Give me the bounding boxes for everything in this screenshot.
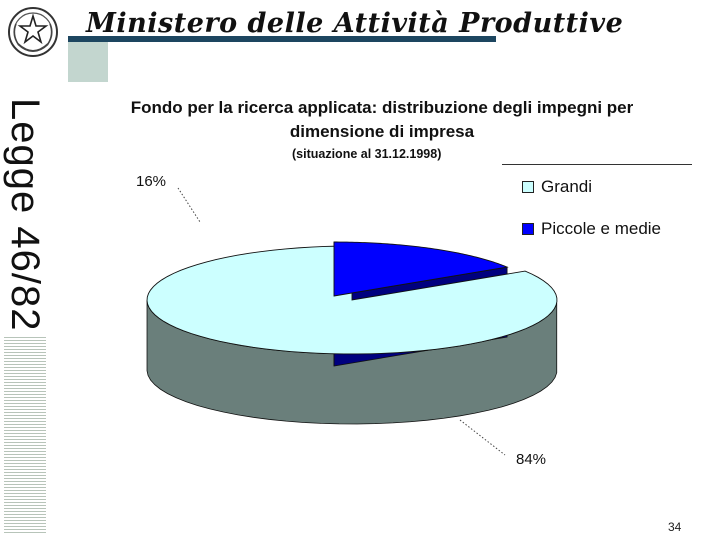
side-title-container: Legge 46/82 bbox=[3, 88, 47, 534]
leader-line-grandi bbox=[459, 419, 506, 456]
legend-item-grandi: Grandi bbox=[522, 177, 592, 197]
chart-title: Fondo per la ricerca applicata: distribu… bbox=[130, 98, 634, 141]
header-bar bbox=[68, 36, 496, 42]
legend-swatch-piccole-e-medie bbox=[522, 223, 534, 235]
legend-label-grandi: Grandi bbox=[541, 177, 593, 196]
slice-piccole-e-medie bbox=[333, 241, 509, 297]
data-label-grandi: 84% bbox=[516, 451, 547, 468]
italian-republic-emblem-icon bbox=[8, 7, 58, 57]
page-number: 34 bbox=[668, 520, 682, 534]
chart-subtitle: (situazione al 31.12.1998) bbox=[292, 147, 442, 161]
data-label-piccole-e-medie: 16% bbox=[136, 173, 167, 190]
legend-swatch-grandi bbox=[522, 181, 534, 193]
header-accent-square bbox=[68, 38, 108, 82]
legend-top-rule bbox=[502, 164, 692, 165]
side-title: Legge 46/82 bbox=[3, 88, 47, 338]
legend-item-piccole-e-medie: Piccole e medie bbox=[522, 219, 661, 239]
header-title: Ministero delle Attività Produttive bbox=[86, 8, 624, 39]
legend-label-piccole-e-medie: Piccole e medie bbox=[541, 219, 662, 238]
slice-grandi bbox=[146, 245, 558, 355]
leader-line-piccole-e-medie bbox=[177, 187, 201, 223]
